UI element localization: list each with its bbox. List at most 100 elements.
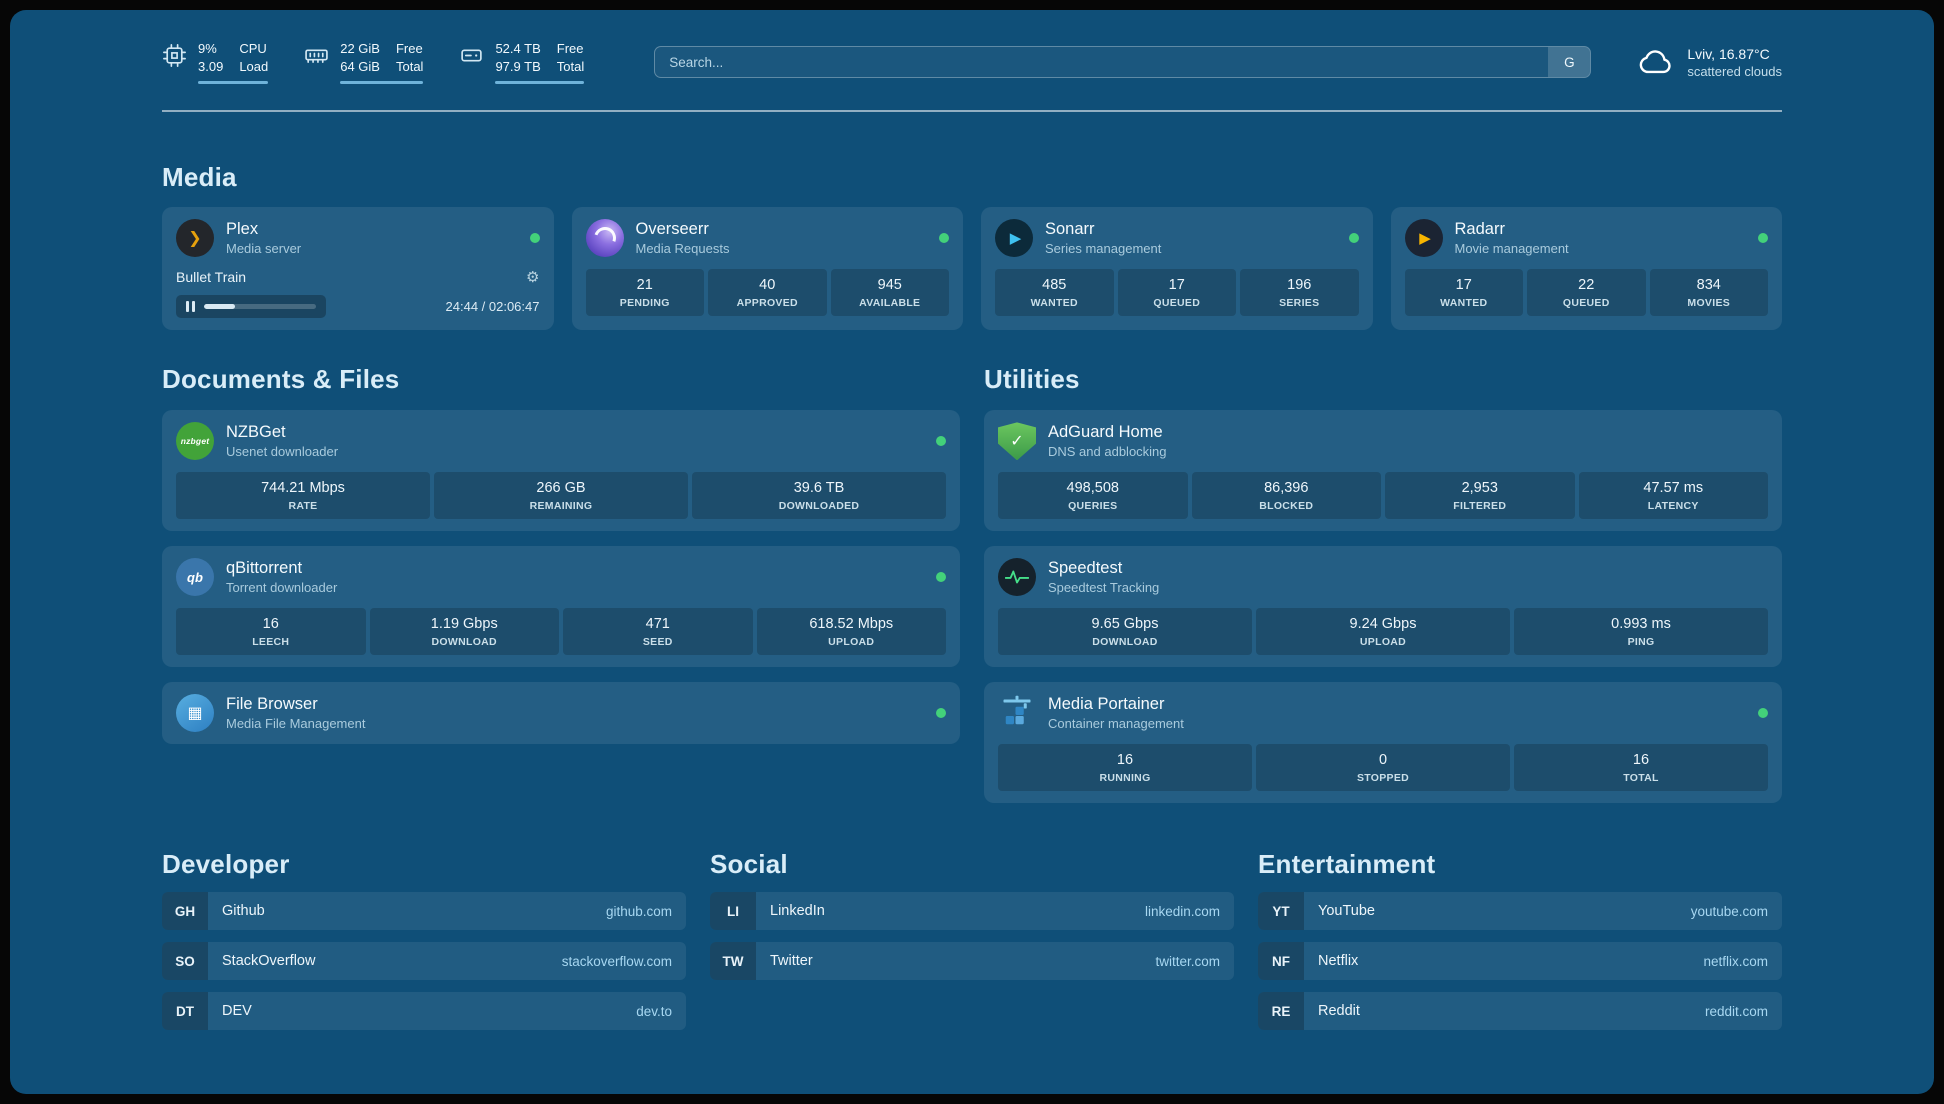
now-playing-row: Bullet Train ⚙ [176, 268, 540, 286]
middle-columns: Documents & Files nzbget NZBGet Usenet d… [162, 364, 1782, 804]
radarr-service-name[interactable]: Radarr [1454, 220, 1505, 239]
section-title-entertainment: Entertainment [1258, 849, 1436, 880]
radarr-service-subtitle: Movie management [1454, 241, 1569, 257]
bookmark-url: github.com [605, 903, 672, 919]
bookmark-youtube[interactable]: YT YouTube youtube.com [1258, 892, 1782, 931]
speedtest-service-name[interactable]: Speedtest [1048, 559, 1123, 578]
ram-free-value: 22 GiB [340, 41, 380, 56]
qbittorrent-service-name[interactable]: qBittorrent [226, 559, 303, 578]
sonarr-icon: ▶ [995, 219, 1033, 258]
stat-cell: 618.52 Mbps UPLOAD [756, 608, 946, 656]
stat-label: FILTERED [1453, 500, 1507, 513]
section-title-social: Social [710, 849, 788, 880]
stat-value: 266 GB [536, 480, 586, 497]
stat-cell: 1.19 Gbps DOWNLOAD [369, 608, 559, 656]
qbittorrent-icon: qb [176, 558, 214, 597]
filebrowser-service-name[interactable]: File Browser [226, 695, 318, 714]
stat-value: 9.65 Gbps [1091, 616, 1159, 633]
filebrowser-status-dot [936, 708, 946, 719]
disk-icon [459, 43, 484, 68]
stat-label: DOWNLOADED [778, 500, 860, 513]
stat-value: 17 [1455, 277, 1472, 294]
pause-icon[interactable] [186, 301, 195, 313]
bookmark-twitter[interactable]: TW Twitter twitter.com [710, 942, 1234, 981]
ram-readout: 22 GiB 64 GiB Free Total [340, 40, 424, 85]
adguard-icon: ✓ [998, 422, 1036, 461]
bookmark-url: twitter.com [1155, 953, 1220, 969]
sonarr-status-dot [1348, 233, 1359, 244]
radarr-icon-glyph: ▶ [1419, 230, 1431, 248]
bookmark-linkedin[interactable]: LI LinkedIn linkedin.com [710, 892, 1234, 931]
speedtest-card: Speedtest Speedtest Tracking 9.65 Gbps D… [984, 546, 1782, 668]
bookmark-url: stackoverflow.com [561, 953, 672, 969]
stat-value: 86,396 [1264, 480, 1309, 497]
nzbget-icon-glyph: nzbget [180, 436, 210, 447]
nzbget-service-name[interactable]: NZBGet [226, 423, 286, 442]
adguard-card: ✓ AdGuard Home DNS and adblocking 498,50… [984, 410, 1782, 532]
bookmark-abbr: NF [1258, 942, 1304, 981]
playback-time: 24:44 / 02:06:47 [445, 299, 540, 315]
bookmark-netflix[interactable]: NF Netflix netflix.com [1258, 942, 1782, 981]
radarr-status-dot [1758, 233, 1768, 244]
search-provider-button[interactable]: G [1548, 47, 1591, 78]
plex-status-dot [529, 233, 540, 244]
portainer-card: Media Portainer Container management 16 … [984, 682, 1782, 804]
sonarr-service-subtitle: Series management [1045, 241, 1162, 257]
stat-value: 16 [1632, 752, 1650, 769]
now-playing-title: Bullet Train [176, 269, 247, 286]
bookmark-reddit[interactable]: RE Reddit reddit.com [1258, 992, 1782, 1031]
bookmark-abbr: SO [162, 942, 208, 981]
stat-label: SERIES [1279, 297, 1320, 310]
qbittorrent-icon-glyph: qb [187, 569, 203, 585]
bookmark-group-developer: Developer GH Github github.com SO StackO… [162, 849, 686, 1031]
plex-service-name[interactable]: Plex [226, 220, 259, 239]
disk-total-value: 97.9 TB [495, 59, 541, 75]
stat-label: LEECH [252, 636, 290, 649]
weather-condition: scattered clouds [1687, 63, 1782, 79]
topbar-divider [162, 110, 1782, 113]
ram-total-value: 64 GiB [340, 59, 380, 75]
section-media: Media ❯ Plex Media server Bullet Train ⚙ [162, 162, 1782, 331]
section-title-documents: Documents & Files [162, 364, 400, 395]
stat-cell: 196 SERIES [1240, 269, 1359, 317]
playback-progress[interactable] [204, 304, 316, 310]
stat-cell: 0.993 ms PING [1514, 608, 1768, 656]
stat-label: RUNNING [1099, 772, 1151, 785]
ram-widget: 22 GiB 64 GiB Free Total [304, 40, 424, 85]
disk-free-value: 52.4 TB [495, 41, 541, 56]
speedtest-service-subtitle: Speedtest Tracking [1048, 580, 1160, 596]
portainer-service-subtitle: Container management [1048, 716, 1184, 732]
bookmark-url: netflix.com [1703, 953, 1768, 969]
sonarr-service-name[interactable]: Sonarr [1045, 220, 1095, 239]
bookmark-abbr: TW [710, 942, 756, 981]
dashboard-app: 9% 3.09 CPU Load [10, 10, 1934, 1094]
search-input[interactable] [655, 47, 1549, 78]
stat-value: 9.24 Gbps [1349, 616, 1417, 633]
stat-cell: 498,508 QUERIES [998, 472, 1188, 520]
stat-label: UPLOAD [1359, 636, 1407, 649]
disk-widget: 52.4 TB 97.9 TB Free Total [459, 40, 585, 85]
stat-value: 17 [1168, 277, 1185, 294]
adguard-icon-glyph: ✓ [1010, 433, 1024, 451]
disk-readout: 52.4 TB 97.9 TB Free Total [495, 40, 585, 85]
adguard-service-name[interactable]: AdGuard Home [1048, 423, 1163, 442]
settings-gear-icon[interactable]: ⚙ [526, 269, 540, 287]
overseerr-service-name[interactable]: Overseerr [635, 220, 709, 239]
bookmark-dev[interactable]: DT DEV dev.to [162, 992, 686, 1031]
weather-widget: Lviv, 16.87°C scattered clouds [1637, 43, 1782, 81]
bookmark-name: StackOverflow [222, 953, 316, 970]
plex-icon: ❯ [176, 219, 214, 258]
stat-label: APPROVED [736, 297, 798, 310]
bookmark-group-social: Social LI LinkedIn linkedin.com TW Twitt… [710, 849, 1234, 981]
bookmark-stackoverflow[interactable]: SO StackOverflow stackoverflow.com [162, 942, 686, 981]
stat-value: 39.6 TB [793, 480, 845, 497]
bookmark-github[interactable]: GH Github github.com [162, 892, 686, 931]
bookmark-name: Github [222, 903, 265, 920]
portainer-service-name[interactable]: Media Portainer [1048, 695, 1165, 714]
bookmark-name: YouTube [1318, 903, 1375, 920]
stat-value: 834 [1696, 277, 1721, 294]
topbar: 9% 3.09 CPU Load [162, 40, 1782, 85]
player-row: 24:44 / 02:06:47 [176, 295, 540, 319]
section-title-developer: Developer [162, 849, 290, 880]
stat-cell: 17 WANTED [1404, 269, 1523, 317]
